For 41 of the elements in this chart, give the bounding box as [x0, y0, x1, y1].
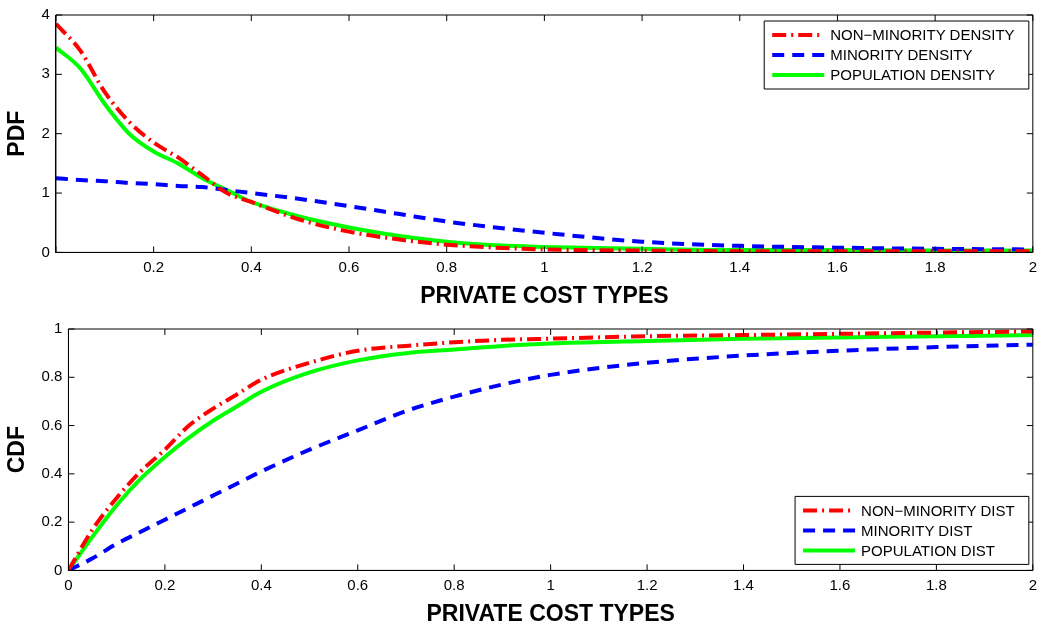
- y-tick-label: 4: [41, 5, 50, 23]
- x-tick-label: 1.8: [924, 257, 946, 275]
- x-tick-label: 1.4: [729, 257, 751, 275]
- x-axis-title: PRIVATE COST TYPES: [426, 599, 675, 626]
- x-tick-label: 0.6: [338, 257, 360, 275]
- y-tick-label: 0.8: [41, 367, 63, 385]
- x-tick-label: 2: [1028, 575, 1037, 593]
- x-tick-label: 0.8: [443, 575, 465, 593]
- legend-label: MINORITY DIST: [861, 521, 973, 539]
- legend-label: NON−MINORITY DIST: [861, 501, 1015, 519]
- y-tick-label: 0: [54, 560, 63, 578]
- x-tick-label: 0.6: [347, 575, 369, 593]
- x-tick-label: 1.6: [827, 257, 848, 275]
- y-tick-label: 3: [41, 64, 50, 82]
- y-tick-label: 0.6: [41, 415, 63, 433]
- x-tick-label: 2: [1028, 257, 1037, 275]
- legend-label: POPULATION DENSITY: [830, 66, 995, 84]
- x-tick-label: 0.4: [240, 257, 262, 275]
- legend-label: POPULATION DIST: [861, 541, 995, 559]
- x-tick-label: 1.8: [925, 575, 947, 593]
- y-tick-label: 1: [41, 183, 50, 201]
- x-tick-label: 0.8: [436, 257, 458, 275]
- x-tick-label: 1.6: [829, 575, 851, 593]
- x-tick-label: 1.2: [636, 575, 658, 593]
- y-axis-title: CDF: [3, 426, 30, 474]
- legend-label: MINORITY DENSITY: [830, 46, 973, 64]
- y-tick-label: 0.2: [41, 512, 63, 530]
- x-axis-title: PRIVATE COST TYPES: [420, 281, 669, 308]
- y-tick-label: 0.4: [41, 463, 63, 481]
- y-tick-label: 0: [41, 242, 50, 260]
- legend-label: NON−MINORITY DENSITY: [830, 26, 1015, 44]
- x-tick-label: 1: [540, 257, 549, 275]
- x-tick-label: 0.2: [154, 575, 176, 593]
- x-tick-label: 1.2: [631, 257, 653, 275]
- y-axis-title: PDF: [3, 110, 30, 157]
- x-tick-label: 0.4: [250, 575, 272, 593]
- x-tick-label: 1: [546, 575, 555, 593]
- x-tick-label: 1.4: [733, 575, 754, 593]
- y-tick-label: 1: [54, 319, 63, 337]
- x-tick-label: 0.2: [143, 257, 165, 275]
- y-tick-label: 2: [41, 123, 50, 141]
